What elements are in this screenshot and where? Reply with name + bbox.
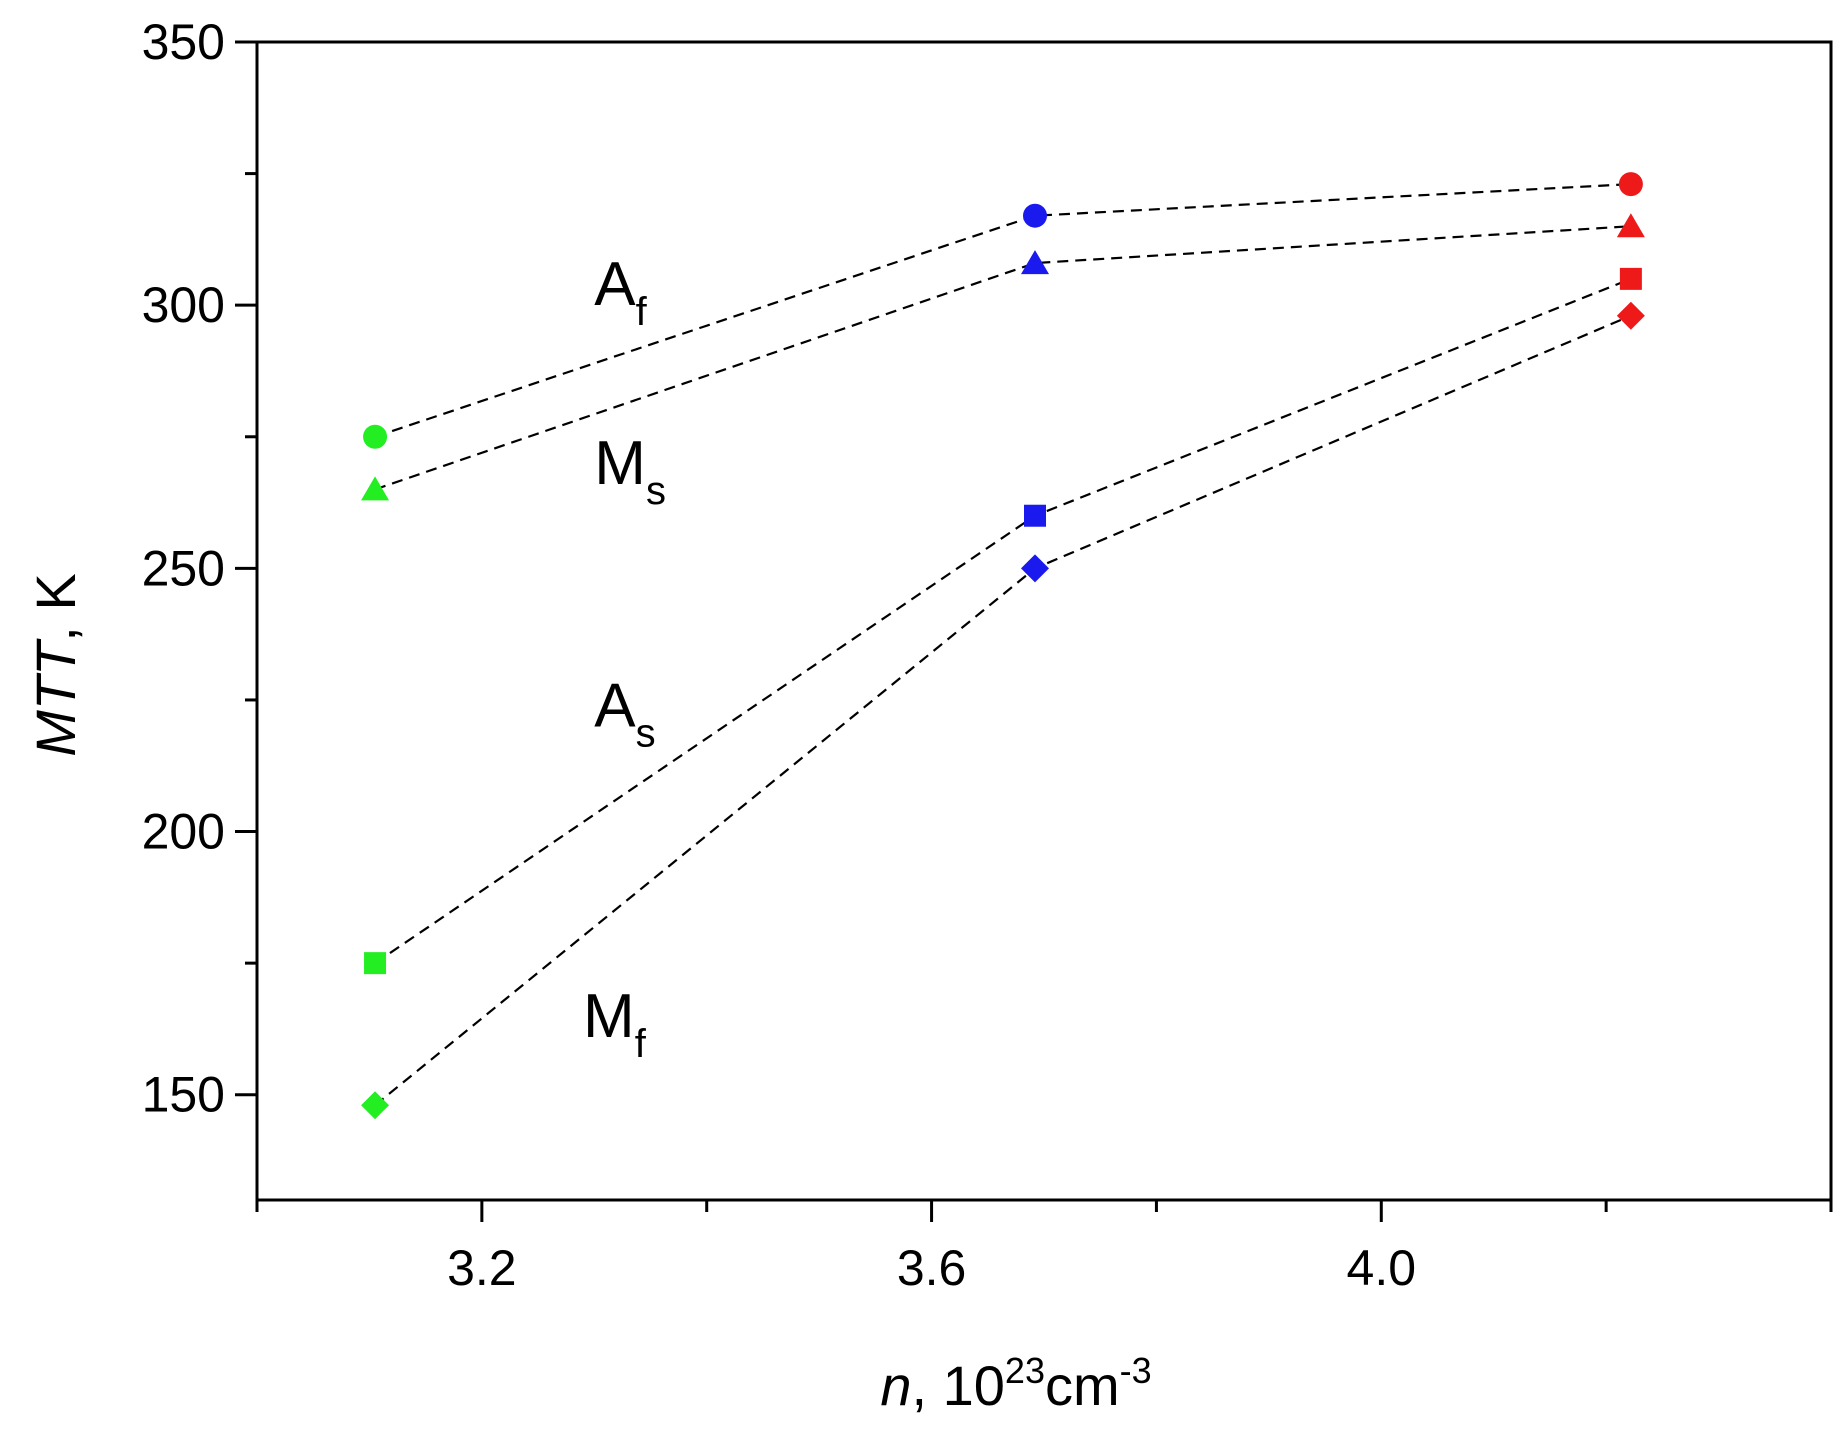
series-line-as	[374, 277, 1632, 965]
series-labels: Af Ms As Mf	[583, 250, 666, 1066]
y-tick-label: 350	[142, 14, 225, 70]
data-point-mf	[1021, 554, 1050, 583]
data-point-mf	[1616, 301, 1645, 330]
series-label-as: As	[594, 671, 655, 755]
series-label-mf: Mf	[583, 982, 647, 1066]
series-line-mf	[374, 314, 1632, 1107]
data-point-af	[363, 424, 388, 449]
x-tick-label: 3.2	[447, 1240, 517, 1296]
y-tick-label: 250	[142, 540, 225, 596]
data-point-ms	[1616, 213, 1645, 238]
data-point-as	[364, 952, 387, 975]
y-tick-label: 150	[142, 1067, 225, 1123]
data-point-af	[1023, 203, 1048, 228]
x-axis-title: n, 1023cm-3	[880, 1350, 1151, 1417]
data-point-ms	[361, 476, 390, 501]
plot-frame	[255, 40, 1833, 1202]
series-line-ms	[374, 225, 1631, 491]
x-tick-label: 4.0	[1347, 1240, 1417, 1296]
data-point-as	[1024, 504, 1047, 527]
series-markers	[361, 172, 1645, 1120]
series-lines	[374, 183, 1632, 1107]
series-label-af: Af	[594, 250, 647, 334]
data-point-mf	[361, 1091, 390, 1120]
series-line-af	[374, 183, 1631, 438]
y-tick-label: 300	[142, 277, 225, 333]
series-label-ms: Ms	[594, 429, 666, 513]
axes: 150 200 250 300 350 3.2 3.6 4.0	[142, 14, 1833, 1296]
data-point-as	[1619, 267, 1642, 290]
y-tick-label: 200	[142, 804, 225, 860]
data-point-ms	[1021, 250, 1050, 275]
x-tick-label: 3.6	[897, 1240, 967, 1296]
data-point-af	[1618, 172, 1643, 197]
y-axis-title: MTT, K	[24, 573, 87, 757]
